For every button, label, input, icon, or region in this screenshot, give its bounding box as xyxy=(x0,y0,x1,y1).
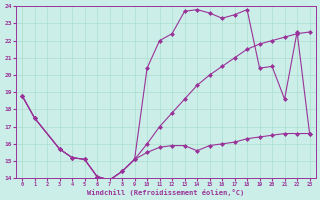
X-axis label: Windchill (Refroidissement éolien,°C): Windchill (Refroidissement éolien,°C) xyxy=(87,189,244,196)
